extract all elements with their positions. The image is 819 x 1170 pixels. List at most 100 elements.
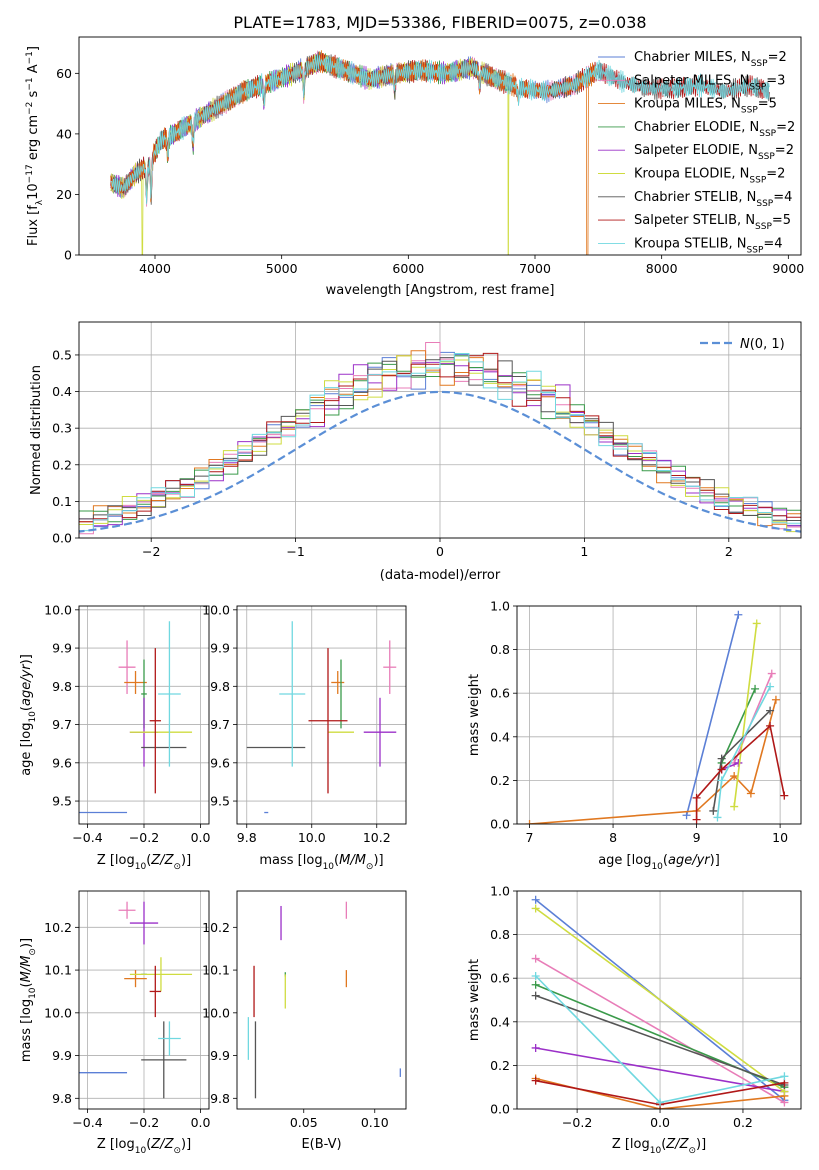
x-tick-label: −0.4 [72, 1115, 102, 1130]
y-tick-label: 10.2 [44, 920, 72, 935]
plot-area [79, 342, 801, 537]
plus-marker [734, 758, 743, 767]
y-tick-label: 10.1 [202, 963, 230, 978]
plus-marker [531, 895, 540, 904]
y-tick-label: 9.6 [52, 755, 72, 770]
y-tick-label: 9.6 [210, 755, 230, 770]
y-axis-label: Flux [fλ10−17 erg cm−2 s−1 A−1] [25, 46, 45, 246]
y-axis-label: mass weight [467, 674, 482, 756]
plus-marker [525, 820, 534, 824]
plus-marker [717, 754, 726, 763]
panel-mass_vs_ebv: 0.05 0.10 9.8 9.9 10.0 10.1 10.2 E(B-V) [202, 890, 407, 1152]
x-tick-label: 0 [436, 544, 444, 559]
x-tick-label: 9 [693, 830, 701, 845]
x-tick-label: 7000 [519, 261, 551, 276]
y-tick-label: 0.2 [490, 773, 510, 788]
plus-marker [766, 682, 775, 691]
plus-marker [730, 802, 739, 811]
x-tick-label: 0.0 [650, 1115, 670, 1130]
plus-marker [531, 1043, 540, 1052]
plus-marker [709, 806, 718, 815]
panel-age_vs_mass: 9.8 10.0 10.2 9.5 9.6 9.7 9.8 9.9 10.0 mass [log1… [202, 602, 407, 872]
plus-marker [734, 610, 743, 619]
y-tick-label: 0.5 [52, 347, 72, 362]
x-tick-label: −0.2 [129, 830, 159, 845]
plus-marker [531, 980, 540, 989]
plus-marker [780, 1072, 789, 1081]
legend-entry: Kroupa STELIB, NSSP=4 [634, 236, 783, 255]
y-tick-label: 0.4 [490, 729, 510, 744]
y-tick-label: 0.2 [490, 1058, 510, 1073]
spectrum-line-kroupa-stelib [110, 54, 770, 205]
y-tick-label: 9.9 [52, 641, 72, 656]
x-axis-label: Z [log10(Z/Z⊙)] [97, 1137, 191, 1156]
plot-area [79, 901, 193, 1099]
y-tick-label: 10.0 [44, 1005, 72, 1020]
y-tick-label: 0.3 [52, 421, 72, 436]
x-axis-label: age [log10(age/yr)] [598, 853, 720, 872]
y-axis-label: mass weight [467, 959, 482, 1041]
plus-marker [531, 972, 540, 981]
x-axis-label: wavelength [Angstrom, rest frame] [326, 283, 555, 298]
y-tick-label: 0.8 [490, 927, 510, 942]
legend-entry: Kroupa MILES, NSSP=5 [634, 97, 777, 116]
x-tick-label: 0.2 [733, 1115, 753, 1130]
plus-marker [746, 789, 755, 798]
panel-mass_vs_Z: −0.4 −0.2 0.0 9.8 9.9 10.0 10.1 10.2 Z [log10(Z/… [19, 890, 211, 1156]
y-tick-label: 20 [56, 187, 72, 202]
y-axis-label: age [log10(age/yr)] [19, 654, 38, 776]
plus-marker [531, 904, 540, 913]
x-tick-label: −0.4 [72, 830, 102, 845]
plot-area [525, 610, 789, 824]
x-tick-label: 9000 [772, 261, 804, 276]
y-tick-label: 9.9 [210, 641, 230, 656]
x-tick-label: 0.05 [290, 1115, 318, 1130]
y-tick-label: 9.5 [52, 794, 72, 809]
plus-marker [752, 619, 761, 628]
plus-marker [531, 1076, 540, 1085]
weight-line [535, 994, 785, 1086]
plus-marker [531, 954, 540, 963]
y-tick-label: 10.0 [202, 1005, 230, 1020]
legend-entry: N(0, 1) [740, 337, 785, 352]
weight-line [720, 688, 756, 764]
y-tick-label: 0.8 [490, 642, 510, 657]
plus-marker [656, 1098, 665, 1107]
spectrum-line-kroupa-elodie [110, 53, 510, 255]
panel-weight_vs_age: 7 8 9 10 0.0 0.2 0.4 0.6 0.8 1.0 age [log10(age/yr… [467, 599, 802, 872]
x-tick-label: 10.0 [298, 830, 326, 845]
y-tick-label: 0.4 [490, 1014, 510, 1029]
plus-marker [730, 772, 739, 781]
y-tick-label: 1.0 [490, 599, 510, 614]
plus-marker [717, 765, 726, 774]
x-axis-label: E(B-V) [301, 1137, 341, 1152]
y-tick-label: 9.5 [210, 794, 230, 809]
x-axis-label: Z [log10(Z/Z⊙)] [97, 853, 191, 872]
axes-frame [78, 36, 802, 256]
x-axis-label: mass [log10(M/M⊙)] [259, 853, 383, 872]
x-tick-label: 0.0 [191, 830, 211, 845]
plot-area [247, 901, 401, 1099]
x-tick-label: 1 [580, 544, 588, 559]
y-tick-label: 40 [56, 126, 72, 141]
y-tick-label: 10.2 [202, 920, 230, 935]
y-tick-label: 0.0 [490, 817, 510, 832]
legend-entry: Chabrier STELIB, NSSP=4 [634, 190, 792, 209]
plot-area [246, 621, 397, 814]
x-tick-label: 0.10 [361, 1115, 389, 1130]
panel-weight_vs_Z: −0.2 0.0 0.2 0.0 0.2 0.4 0.6 0.8 1.0 Z [log10(Z/Z… [467, 884, 802, 1156]
axes-frame [516, 605, 802, 825]
y-tick-label: 9.7 [210, 717, 230, 732]
x-tick-label: 4000 [139, 261, 171, 276]
y-tick-label: 60 [56, 66, 72, 81]
legend-entry: Chabrier ELODIE, NSSP=2 [634, 120, 795, 139]
y-tick-label: 0.0 [52, 531, 72, 546]
x-tick-label: 9.8 [237, 830, 257, 845]
figure-title: PLATE=1783, MJD=53386, FIBERID=0075, z=0… [233, 13, 646, 32]
x-axis-label: (data-model)/error [380, 568, 501, 583]
weight-line [535, 957, 785, 1104]
plus-marker [751, 684, 760, 693]
plus-marker [531, 991, 540, 1000]
axes-frame [516, 890, 802, 1110]
